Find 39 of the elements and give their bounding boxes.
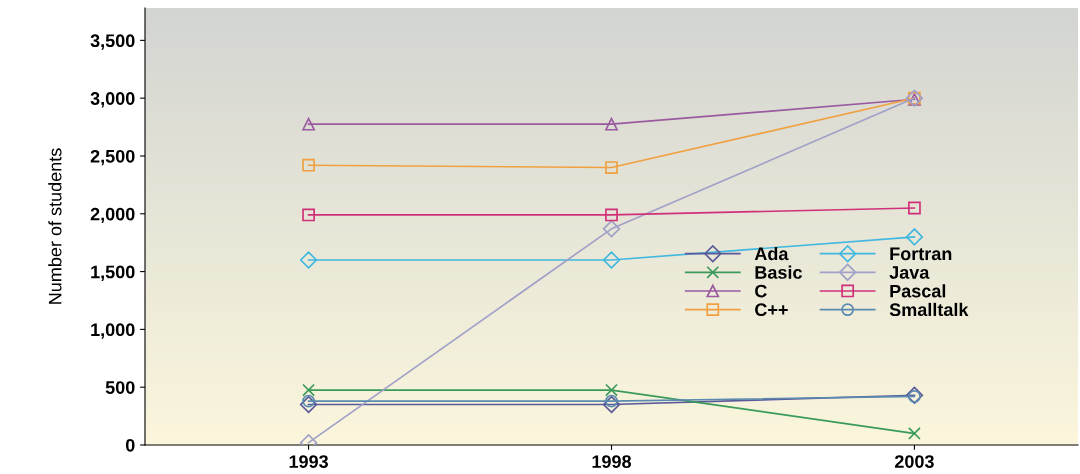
point — [605, 208, 618, 222]
legend-label: C++ — [755, 303, 788, 317]
y-axis-title: Number of students — [48, 148, 62, 304]
y-tick-label: 1,500 — [91, 265, 135, 281]
legend-label: Java — [889, 266, 930, 279]
point — [602, 395, 621, 414]
y-tick-label: 2,000 — [90, 207, 135, 224]
point — [302, 394, 315, 408]
legend-label: Fortran — [890, 247, 952, 261]
legend-label: C — [755, 284, 767, 298]
point — [602, 251, 621, 269]
point — [905, 228, 924, 246]
y-tick-label: 500 — [105, 381, 135, 394]
point — [605, 117, 618, 131]
point — [602, 220, 621, 238]
point — [908, 427, 921, 440]
point — [302, 117, 315, 131]
point — [908, 201, 921, 215]
y-tick-label: 0 — [125, 438, 135, 452]
x-tick-label: 1998 — [592, 455, 632, 468]
point — [302, 383, 315, 397]
point — [905, 386, 924, 404]
point — [299, 395, 318, 414]
x-tick-label: 2003 — [894, 455, 934, 469]
legend-label: Pascal — [890, 284, 946, 298]
point — [605, 394, 618, 408]
y-tick-label: 2,500 — [90, 149, 135, 166]
point — [605, 161, 618, 174]
legend-label: Basic — [755, 265, 802, 279]
point — [299, 251, 318, 269]
point — [605, 383, 618, 397]
y-tick-label: 3,000 — [90, 92, 135, 108]
point — [302, 208, 315, 222]
y-tick-label: 1,000 — [91, 323, 135, 339]
point — [302, 158, 315, 172]
legend-label: Smalltalk — [889, 302, 969, 317]
legend-label: Ada — [754, 246, 789, 261]
y-tick-label: 3,500 — [90, 34, 135, 50]
x-tick-label: 1993 — [289, 455, 329, 469]
